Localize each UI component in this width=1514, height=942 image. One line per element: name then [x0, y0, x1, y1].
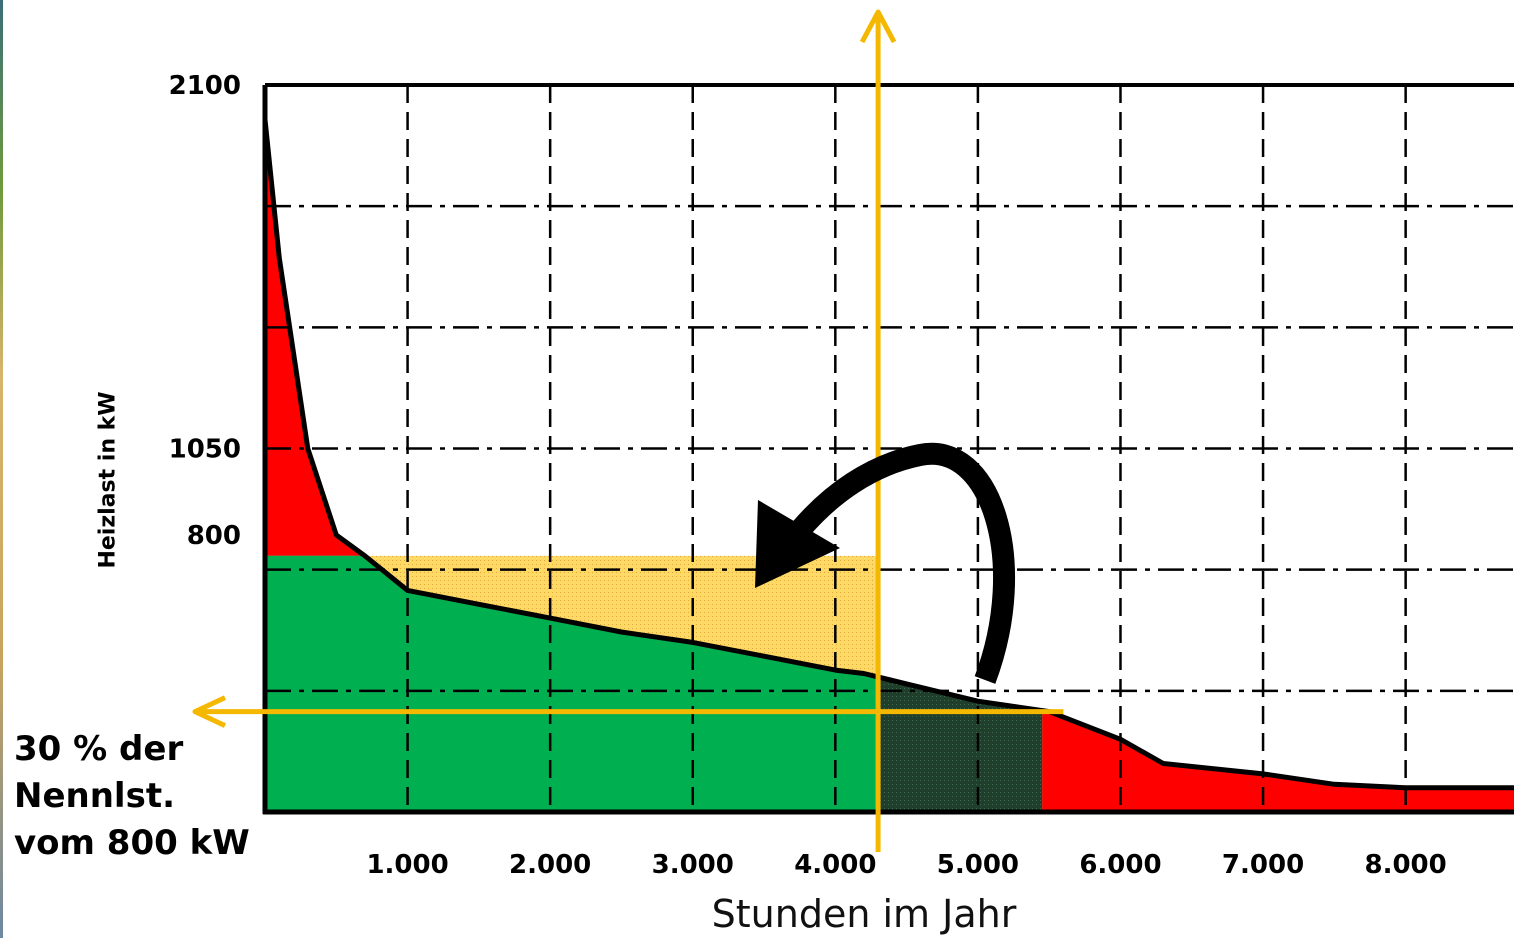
grid-layer [265, 85, 1514, 812]
axes-layer [262, 83, 1514, 815]
annotation-text: 30 % der Nennlst. vom 800 kW [14, 726, 250, 867]
region-shifted-yellow [364, 555, 879, 677]
shift-arrow-body [791, 442, 1015, 684]
annotation-line-2: Nennlst. [14, 776, 175, 816]
x-tick-label: 3.000 [652, 850, 734, 880]
y-axis-title: Heizlast in kW [95, 391, 121, 569]
x-tick-label: 5.000 [937, 850, 1019, 880]
curve-layer [262, 119, 1514, 791]
region-base-green [265, 555, 1043, 812]
x-tick-label: 8.000 [1365, 850, 1447, 880]
annotation-line-3: vom 800 kW [14, 823, 250, 863]
region-tail-red [1042, 710, 1514, 812]
horizontal-arrow-head [192, 695, 227, 728]
arrows-layer [192, 9, 1064, 852]
ticks-layer: 1.000 2.000 3.000 4.000 5.000 6.000 7.000 8.000… [169, 71, 1447, 880]
x-tick-label: 6.000 [1079, 850, 1161, 880]
vertical-arrow-head [859, 9, 897, 44]
x-axis-title: Stunden im Jahr [711, 892, 1017, 936]
x-tick-label: 4.000 [794, 850, 876, 880]
y-tick-label: 1050 [169, 435, 241, 465]
x-tick-label: 7.000 [1222, 850, 1304, 880]
annotation-line-1: 30 % der [14, 729, 184, 769]
regions-layer [265, 119, 1514, 812]
shift-arrow-head [755, 500, 840, 588]
load-curve [262, 119, 1514, 791]
x-tick-label: 2.000 [509, 850, 591, 880]
y-tick-label: 2100 [169, 71, 241, 101]
slide-edge-strip [0, 0, 3, 938]
y-tick-label: 800 [187, 521, 241, 551]
region-peak-red [265, 119, 365, 556]
x-tick-label: 1.000 [366, 850, 448, 880]
